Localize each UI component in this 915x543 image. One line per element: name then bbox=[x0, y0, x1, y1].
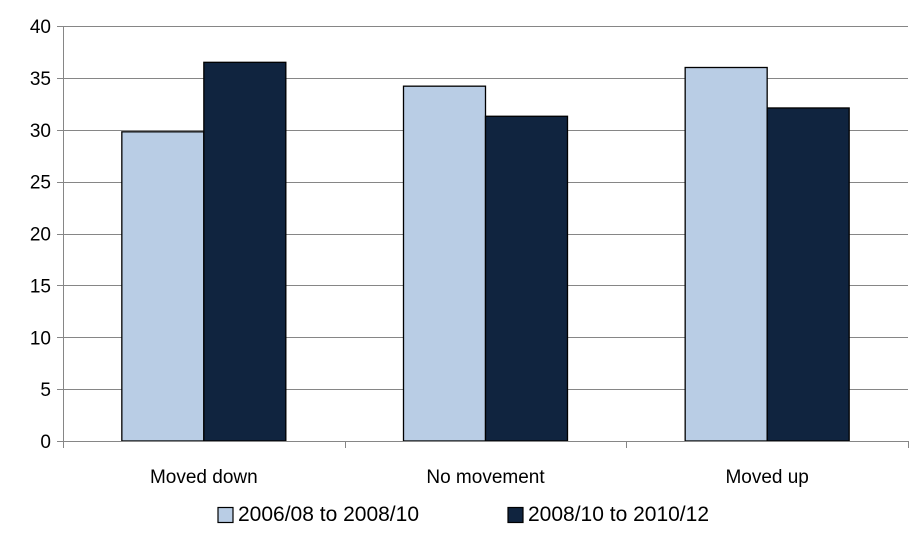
bar-no-movement-series-1 bbox=[402, 85, 487, 442]
x-axis-tick-labels: Moved down No movement Moved up bbox=[150, 467, 809, 488]
y-tick-label-0: 0 bbox=[40, 432, 51, 453]
y-tick-label-6: 30 bbox=[30, 121, 51, 142]
x-tick-label-no-movement: No movement bbox=[426, 467, 545, 488]
bar-moved-up-series-2 bbox=[766, 107, 850, 442]
legend-swatch-series-2 bbox=[507, 506, 524, 524]
y-tick-label-8: 40 bbox=[30, 17, 51, 38]
y-tick-label-3: 15 bbox=[30, 276, 51, 297]
y-tick-label-2: 10 bbox=[30, 328, 51, 349]
legend: 2006/08 to 2008/10 2008/10 to 2010/12 bbox=[217, 503, 709, 526]
bar-moved-down-series-2 bbox=[203, 61, 287, 442]
y-axis-tick-labels: 0 5 10 15 20 25 30 35 40 bbox=[30, 17, 51, 453]
x-tick-label-moved-up: Moved up bbox=[725, 467, 808, 488]
bars bbox=[121, 61, 850, 442]
axes bbox=[57, 26, 909, 448]
legend-label-series-2: 2008/10 to 2010/12 bbox=[528, 503, 709, 526]
y-tick-label-1: 5 bbox=[40, 380, 51, 401]
y-tick-label-7: 35 bbox=[30, 69, 51, 90]
bar-moved-up-series-1 bbox=[684, 66, 768, 442]
bar-no-movement-series-2 bbox=[484, 115, 569, 442]
bar-moved-down-series-1 bbox=[121, 131, 205, 442]
legend-swatch-series-1 bbox=[217, 506, 234, 524]
legend-label-series-1: 2006/08 to 2008/10 bbox=[238, 503, 419, 526]
y-tick-label-4: 20 bbox=[30, 225, 51, 246]
y-tick-label-5: 25 bbox=[30, 173, 51, 194]
x-tick-label-moved-down: Moved down bbox=[150, 467, 258, 488]
